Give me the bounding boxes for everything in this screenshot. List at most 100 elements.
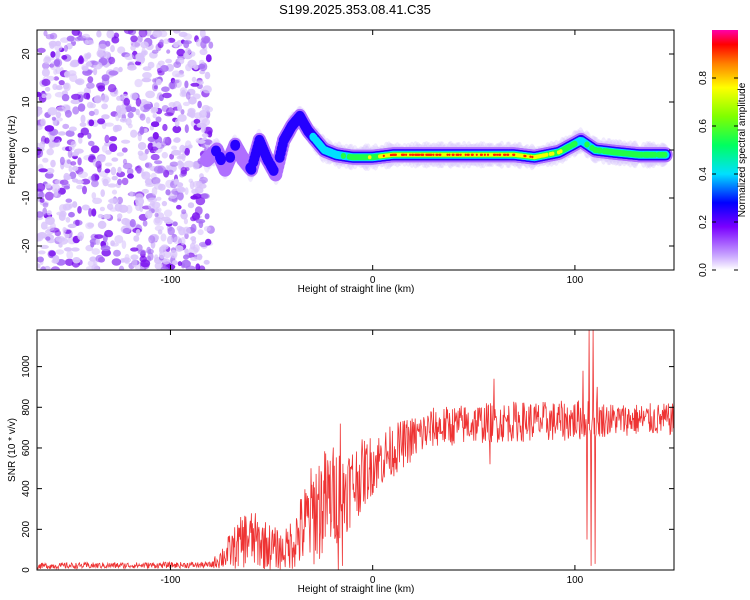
- noise-blob: [150, 121, 160, 128]
- noise-blob: [190, 256, 199, 261]
- noise-blob: [75, 78, 85, 86]
- noise-blob: [173, 178, 179, 186]
- noise-blob: [173, 30, 181, 34]
- colorbar-tick-label: 0.8: [698, 71, 709, 85]
- noise-blob: [114, 235, 124, 244]
- noise-blob: [163, 38, 170, 45]
- x-tick-label: -100: [160, 275, 180, 286]
- noise-blob: [184, 232, 189, 240]
- noise-blob: [39, 141, 46, 150]
- noise-blob: [150, 106, 157, 114]
- colorbar-tick-label: 0.4: [698, 167, 709, 181]
- noise-blob: [173, 236, 182, 245]
- noise-blob: [77, 103, 86, 112]
- noise-blob: [159, 39, 165, 45]
- noise-blob: [101, 103, 108, 110]
- noise-blob: [149, 201, 156, 206]
- noise-blob: [107, 203, 114, 210]
- noise-blob: [44, 86, 51, 92]
- noise-blob: [57, 131, 66, 136]
- noise-blob: [199, 48, 208, 56]
- noise-blob: [111, 157, 119, 162]
- noise-blob: [167, 226, 175, 236]
- noise-blob: [180, 237, 186, 246]
- noise-blob: [46, 210, 52, 216]
- noise-blob: [205, 106, 213, 113]
- noise-blob: [115, 112, 120, 122]
- noise-blob: [174, 73, 185, 78]
- noise-blob: [99, 206, 105, 212]
- ridge-cell: [457, 153, 460, 156]
- noise-blob: [101, 114, 110, 120]
- noise-blob: [154, 262, 163, 270]
- noise-blob: [109, 143, 118, 152]
- noise-blob: [140, 41, 149, 49]
- noise-blob: [43, 30, 48, 37]
- noise-blob: [51, 183, 61, 193]
- noise-blob: [203, 139, 213, 145]
- noise-blob: [155, 142, 162, 149]
- noise-blobs: [37, 30, 215, 270]
- noise-blob: [62, 123, 70, 130]
- noise-blob: [59, 210, 67, 218]
- noise-blob: [180, 109, 185, 115]
- noise-blob: [176, 187, 186, 193]
- noise-blob: [190, 82, 200, 87]
- noise-blob: [134, 78, 143, 88]
- noise-blob: [127, 111, 134, 119]
- noise-blob: [72, 165, 79, 171]
- noise-blob: [135, 197, 145, 206]
- noise-blob: [205, 54, 212, 63]
- noise-blob: [88, 119, 95, 127]
- noise-blob: [154, 212, 159, 218]
- noise-blob: [172, 125, 182, 134]
- noise-blob: [123, 30, 134, 35]
- noise-blob: [138, 30, 148, 38]
- noise-blob: [184, 160, 194, 168]
- noise-blob: [63, 83, 70, 90]
- noise-blob: [65, 216, 71, 223]
- noise-blob: [45, 216, 55, 225]
- ridge-cell: [486, 153, 490, 156]
- noise-blob: [71, 93, 81, 100]
- noise-blob: [97, 118, 106, 125]
- noise-blob: [110, 45, 115, 53]
- ridge-cell: [480, 153, 483, 156]
- y-tick-label: 20: [21, 48, 32, 60]
- noise-blob: [130, 92, 139, 101]
- noise-blob: [186, 112, 193, 117]
- noise-blob: [173, 41, 179, 48]
- noise-blob: [55, 236, 66, 243]
- noise-blob: [47, 107, 58, 116]
- noise-blob: [141, 77, 152, 83]
- noise-blob: [50, 141, 56, 149]
- noise-blob: [125, 117, 132, 126]
- noise-blob: [50, 51, 56, 58]
- noise-blob: [86, 82, 95, 89]
- noise-blob: [50, 266, 60, 270]
- noise-blob: [44, 183, 52, 189]
- noise-blob: [45, 34, 55, 40]
- noise-blob: [82, 33, 90, 39]
- noise-blob: [142, 72, 152, 79]
- noise-blob: [48, 40, 58, 47]
- noise-blob: [77, 157, 82, 166]
- noise-blob: [79, 122, 87, 127]
- noise-blob: [147, 197, 158, 203]
- y-tick-label: 0: [21, 567, 32, 573]
- noise-blob: [84, 39, 89, 45]
- noise-blob: [46, 226, 55, 231]
- noise-blob: [63, 44, 68, 52]
- noise-blob: [90, 175, 96, 182]
- noise-blob: [81, 65, 89, 72]
- ridge-cell: [544, 152, 549, 157]
- noise-blob: [53, 68, 58, 75]
- noise-blob: [159, 251, 166, 259]
- noise-blob: [154, 216, 161, 224]
- noise-blob: [93, 95, 102, 104]
- noise-blob: [161, 151, 168, 159]
- noise-blob: [37, 147, 42, 156]
- noise-blob: [196, 180, 203, 188]
- noise-blob: [52, 254, 60, 264]
